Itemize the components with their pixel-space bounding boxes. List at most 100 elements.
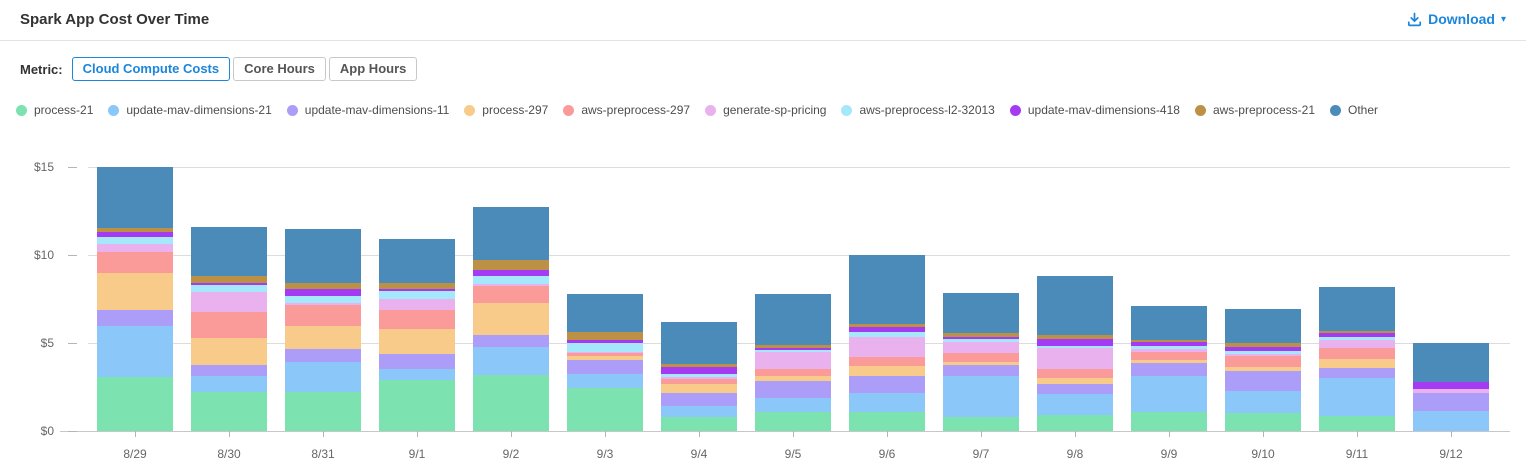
stacked-bar-9-2[interactable] [473, 206, 549, 431]
bar-segment-other[interactable] [849, 255, 925, 324]
bar-segment-update-mav-dimensions-11[interactable] [473, 335, 549, 348]
bar-segment-aws-preprocess-l2-32013[interactable] [285, 296, 361, 303]
bar-segment-update-mav-dimensions-11[interactable] [567, 359, 643, 374]
bar-segment-aws-preprocess-21[interactable] [567, 331, 643, 341]
bar-segment-aws-preprocess-21[interactable] [379, 283, 455, 289]
bar-segment-aws-preprocess-21[interactable] [97, 227, 173, 233]
bar-segment-aws-preprocess-297[interactable] [1037, 368, 1113, 379]
bar-segment-process-297[interactable] [473, 303, 549, 336]
bar-segment-aws-preprocess-l2-32013[interactable] [1131, 345, 1207, 350]
bar-segment-process-297[interactable] [1131, 359, 1207, 364]
legend-item-aws-preprocess-297[interactable]: aws-preprocess-297 [563, 103, 690, 117]
download-button[interactable]: Download ▾ [1401, 10, 1512, 28]
bar-segment-aws-preprocess-21[interactable] [1319, 330, 1395, 334]
bar-segment-update-mav-dimensions-418[interactable] [849, 327, 925, 333]
stacked-bar-9-7[interactable] [943, 292, 1019, 431]
bar-segment-update-mav-dimensions-21[interactable] [97, 326, 173, 378]
bar-segment-other[interactable] [661, 321, 737, 365]
bar-segment-other[interactable] [567, 293, 643, 332]
bar-segment-update-mav-dimensions-418[interactable] [379, 288, 455, 292]
bar-segment-process-21[interactable] [1037, 415, 1113, 431]
bar-segment-generate-sp-pricing[interactable] [943, 342, 1019, 353]
bar-segment-update-mav-dimensions-21[interactable] [755, 397, 831, 412]
bar-segment-aws-preprocess-297[interactable] [1225, 356, 1301, 367]
bar-segment-update-mav-dimensions-21[interactable] [1319, 378, 1395, 417]
bar-segment-generate-sp-pricing[interactable] [97, 243, 173, 253]
bar-segment-other[interactable] [1037, 276, 1113, 336]
stacked-bar-8-29[interactable] [97, 167, 173, 431]
stacked-bar-9-5[interactable] [755, 293, 831, 431]
bar-segment-update-mav-dimensions-21[interactable] [849, 393, 925, 412]
metric-option-app-hours[interactable]: App Hours [328, 57, 418, 82]
bar-segment-update-mav-dimensions-21[interactable] [473, 347, 549, 375]
bar-segment-aws-preprocess-l2-32013[interactable] [661, 373, 737, 378]
bar-segment-other[interactable] [191, 226, 267, 277]
bar-segment-update-mav-dimensions-11[interactable] [661, 393, 737, 407]
bar-segment-update-mav-dimensions-418[interactable] [97, 232, 173, 237]
metric-option-core-hours[interactable]: Core Hours [233, 57, 326, 82]
bar-segment-other[interactable] [285, 228, 361, 284]
stacked-bar-9-9[interactable] [1131, 306, 1207, 431]
bar-segment-process-297[interactable] [379, 328, 455, 354]
bar-segment-update-mav-dimensions-21[interactable] [567, 373, 643, 388]
bar-segment-aws-preprocess-297[interactable] [473, 285, 549, 304]
bar-segment-update-mav-dimensions-11[interactable] [285, 349, 361, 363]
stacked-bar-9-1[interactable] [379, 239, 455, 431]
bar-segment-aws-preprocess-21[interactable] [285, 283, 361, 290]
bar-segment-process-21[interactable] [755, 411, 831, 431]
stacked-bar-9-11[interactable] [1319, 286, 1395, 431]
bar-segment-aws-preprocess-297[interactable] [943, 352, 1019, 362]
bar-segment-process-297[interactable] [943, 361, 1019, 366]
bar-segment-aws-preprocess-297[interactable] [285, 305, 361, 327]
bar-segment-generate-sp-pricing[interactable] [473, 284, 549, 286]
bar-segment-aws-preprocess-l2-32013[interactable] [943, 338, 1019, 343]
bar-segment-other[interactable] [473, 206, 549, 261]
bar-segment-process-297[interactable] [191, 337, 267, 366]
bar-segment-process-21[interactable] [379, 379, 455, 431]
bar-segment-process-297[interactable] [849, 365, 925, 376]
bar-segment-update-mav-dimensions-11[interactable] [849, 375, 925, 394]
bar-segment-update-mav-dimensions-11[interactable] [379, 353, 455, 369]
bar-segment-generate-sp-pricing[interactable] [755, 351, 831, 370]
bar-segment-aws-preprocess-l2-32013[interactable] [191, 284, 267, 292]
bar-segment-update-mav-dimensions-418[interactable] [473, 270, 549, 277]
bar-segment-update-mav-dimensions-418[interactable] [661, 366, 737, 374]
bar-segment-process-297[interactable] [97, 272, 173, 310]
bar-segment-update-mav-dimensions-418[interactable] [285, 289, 361, 297]
bar-segment-aws-preprocess-l2-32013[interactable] [1037, 345, 1113, 349]
bar-segment-aws-preprocess-297[interactable] [661, 379, 737, 384]
bar-segment-process-21[interactable] [1319, 416, 1395, 431]
bar-segment-generate-sp-pricing[interactable] [285, 302, 361, 306]
bar-segment-process-297[interactable] [285, 326, 361, 350]
bar-segment-update-mav-dimensions-21[interactable] [1413, 410, 1489, 431]
bar-segment-update-mav-dimensions-21[interactable] [191, 376, 267, 393]
bar-segment-aws-preprocess-l2-32013[interactable] [567, 343, 643, 352]
bar-segment-aws-preprocess-297[interactable] [1319, 348, 1395, 359]
bar-segment-aws-preprocess-21[interactable] [473, 260, 549, 271]
bar-segment-aws-preprocess-l2-32013[interactable] [849, 332, 925, 337]
bar-segment-aws-preprocess-l2-32013[interactable] [97, 236, 173, 244]
bar-segment-update-mav-dimensions-11[interactable] [97, 309, 173, 327]
bar-segment-generate-sp-pricing[interactable] [1413, 388, 1489, 394]
bar-segment-other[interactable] [379, 239, 455, 284]
bar-segment-generate-sp-pricing[interactable] [1037, 348, 1113, 369]
bar-segment-update-mav-dimensions-21[interactable] [943, 376, 1019, 417]
bar-segment-aws-preprocess-21[interactable] [1225, 343, 1301, 347]
bar-segment-update-mav-dimensions-11[interactable] [1413, 393, 1489, 411]
bar-segment-update-mav-dimensions-418[interactable] [1319, 333, 1395, 337]
legend-item-process-297[interactable]: process-297 [464, 103, 548, 117]
bar-segment-update-mav-dimensions-418[interactable] [567, 340, 643, 344]
bar-segment-update-mav-dimensions-21[interactable] [1037, 394, 1113, 416]
bar-segment-process-21[interactable] [97, 377, 173, 431]
bar-segment-update-mav-dimensions-11[interactable] [1225, 371, 1301, 391]
bar-segment-aws-preprocess-21[interactable] [191, 276, 267, 284]
bar-segment-other[interactable] [1225, 308, 1301, 344]
bar-segment-aws-preprocess-297[interactable] [1131, 351, 1207, 360]
stacked-bar-8-30[interactable] [191, 226, 267, 431]
bar-segment-update-mav-dimensions-418[interactable] [1037, 338, 1113, 346]
bar-segment-update-mav-dimensions-418[interactable] [943, 336, 1019, 339]
bar-segment-process-21[interactable] [1225, 412, 1301, 431]
bar-segment-update-mav-dimensions-21[interactable] [1225, 390, 1301, 413]
bar-segment-process-21[interactable] [943, 416, 1019, 431]
bar-segment-update-mav-dimensions-21[interactable] [379, 368, 455, 380]
